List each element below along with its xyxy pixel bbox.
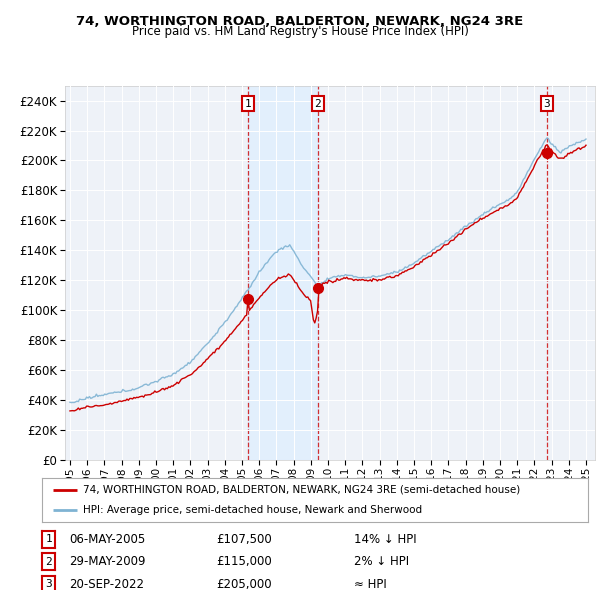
Text: 20-SEP-2022: 20-SEP-2022 bbox=[69, 578, 144, 590]
Text: HPI: Average price, semi-detached house, Newark and Sherwood: HPI: Average price, semi-detached house,… bbox=[83, 505, 422, 515]
Text: Price paid vs. HM Land Registry's House Price Index (HPI): Price paid vs. HM Land Registry's House … bbox=[131, 25, 469, 38]
Text: £115,000: £115,000 bbox=[216, 555, 272, 568]
Text: 2: 2 bbox=[45, 557, 52, 566]
Text: £107,500: £107,500 bbox=[216, 533, 272, 546]
Text: 2% ↓ HPI: 2% ↓ HPI bbox=[354, 555, 409, 568]
Text: 74, WORTHINGTON ROAD, BALDERTON, NEWARK, NG24 3RE: 74, WORTHINGTON ROAD, BALDERTON, NEWARK,… bbox=[76, 15, 524, 28]
Text: 1: 1 bbox=[45, 535, 52, 544]
Text: 06-MAY-2005: 06-MAY-2005 bbox=[69, 533, 145, 546]
Text: 14% ↓ HPI: 14% ↓ HPI bbox=[354, 533, 416, 546]
Text: 3: 3 bbox=[45, 579, 52, 589]
Text: 1: 1 bbox=[245, 99, 251, 109]
Text: £205,000: £205,000 bbox=[216, 578, 272, 590]
Text: 3: 3 bbox=[544, 99, 550, 109]
Text: 29-MAY-2009: 29-MAY-2009 bbox=[69, 555, 146, 568]
Bar bbox=[248, 86, 318, 460]
Text: ≈ HPI: ≈ HPI bbox=[354, 578, 387, 590]
Text: 74, WORTHINGTON ROAD, BALDERTON, NEWARK, NG24 3RE (semi-detached house): 74, WORTHINGTON ROAD, BALDERTON, NEWARK,… bbox=[83, 485, 520, 495]
Text: 2: 2 bbox=[314, 99, 321, 109]
